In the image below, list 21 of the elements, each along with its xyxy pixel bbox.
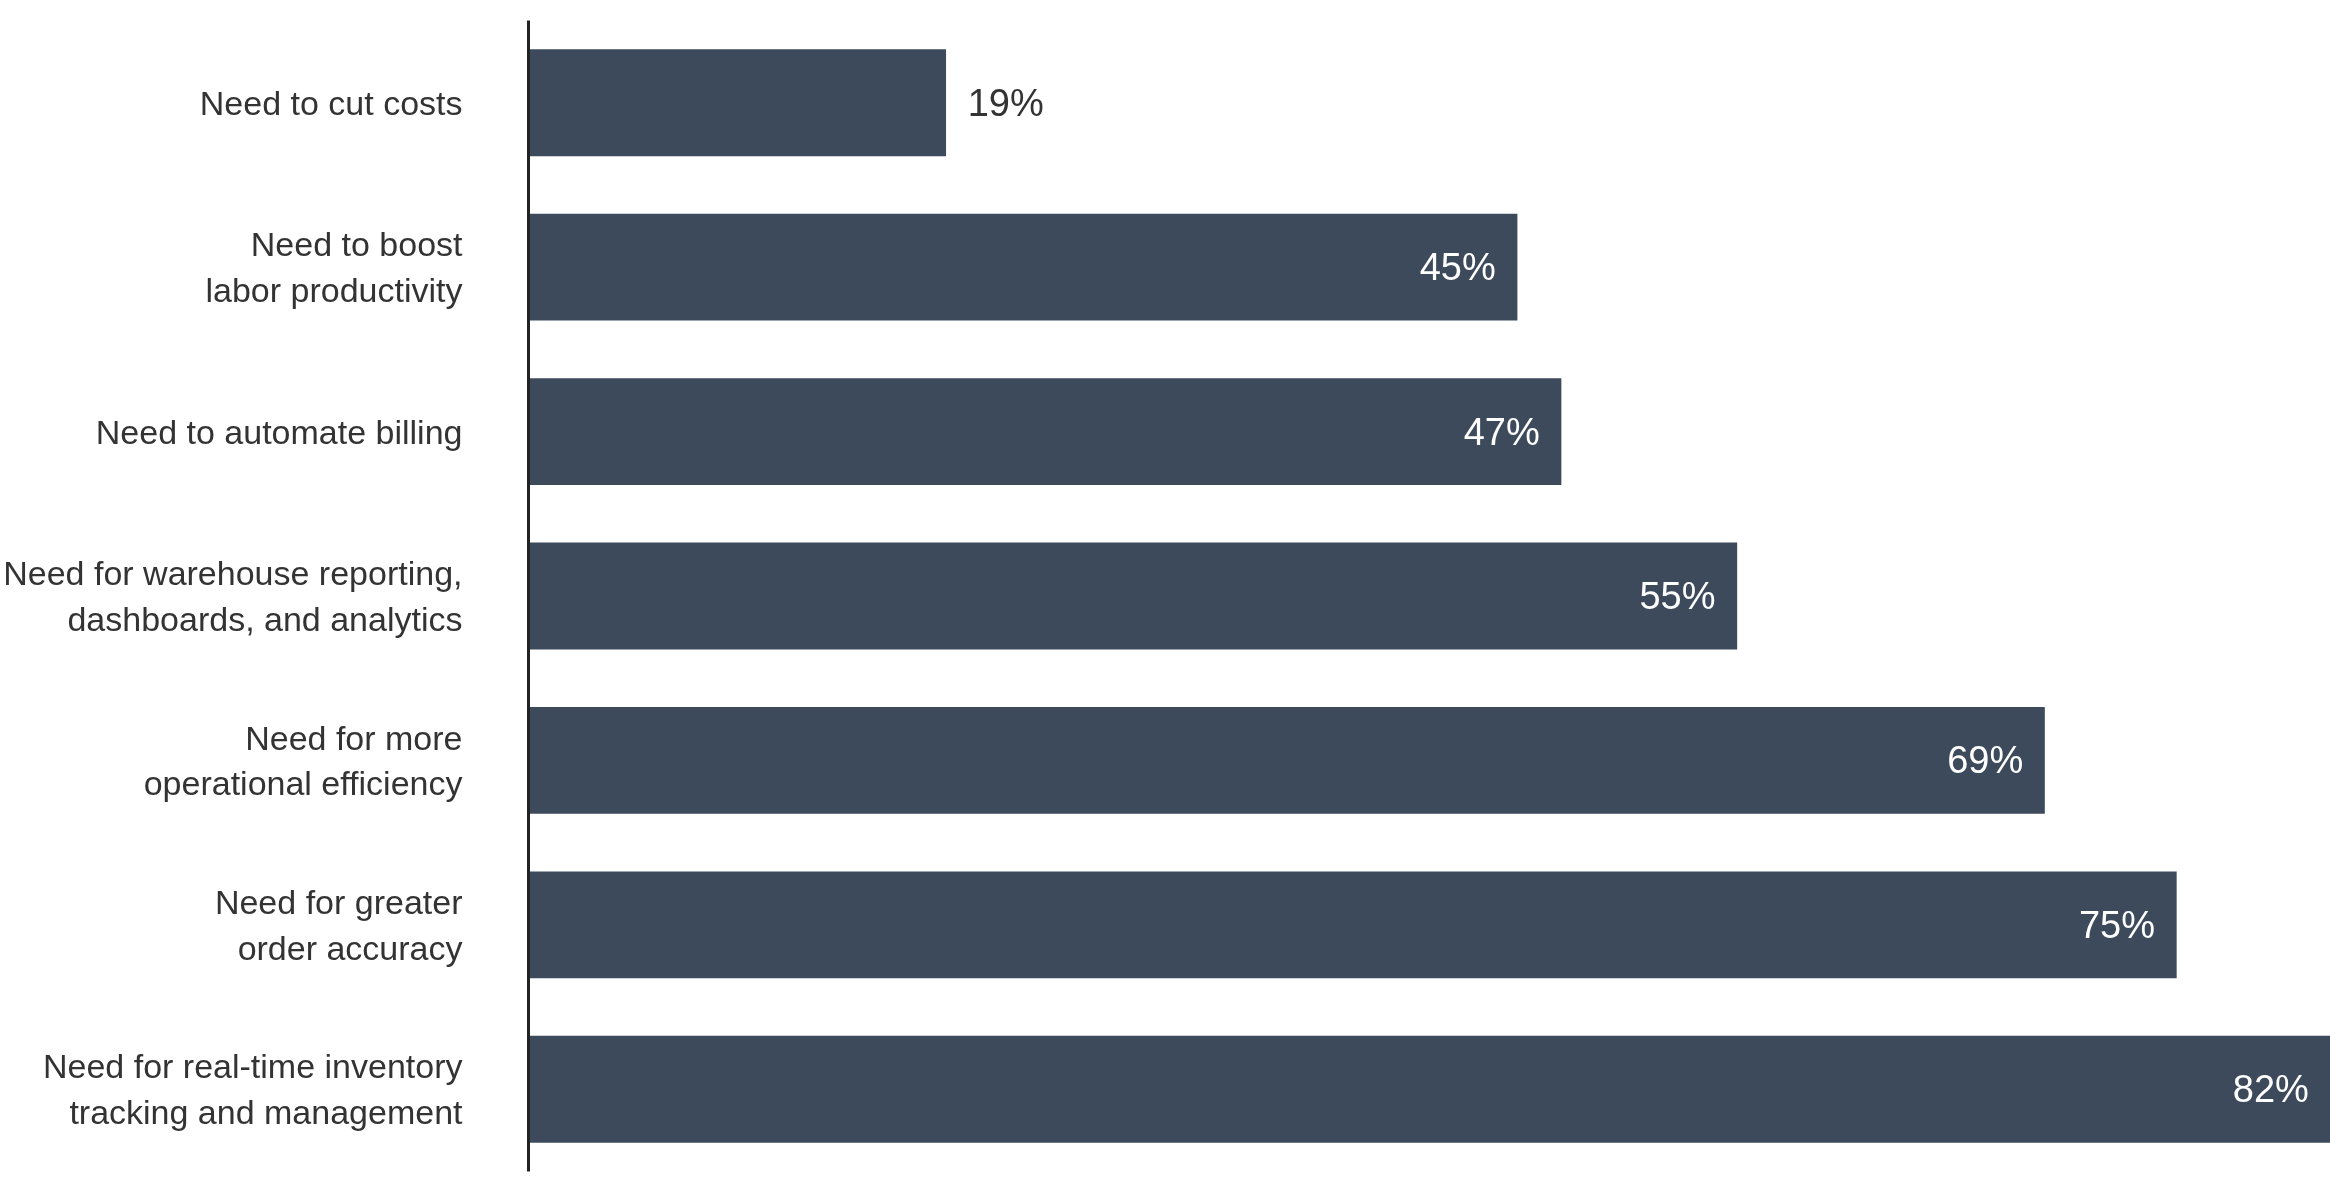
data-label: 75% xyxy=(2078,903,2156,946)
y-tick-label: Need for greater order accuracy xyxy=(214,883,463,967)
data-label: 45% xyxy=(1419,246,1496,289)
data-label: 19% xyxy=(967,81,1044,124)
bar xyxy=(528,378,1562,486)
data-label: 55% xyxy=(1639,575,1716,617)
y-tick-label: Need to automate billing xyxy=(95,412,463,451)
bar xyxy=(528,49,947,157)
y-tick-label: Need for more operational efficiency xyxy=(143,718,463,803)
data-label: 69% xyxy=(1947,739,2024,782)
y-tick-label: Need for real-time inventory tracking and management xyxy=(43,1047,464,1132)
y-tick-label: Need to cut costs xyxy=(199,83,463,122)
bar xyxy=(528,542,1738,650)
y-tick-label: Need for warehouse reporting, dashboards, and analytics xyxy=(3,554,463,638)
y-tick-label: Need to boost labor productivity xyxy=(205,225,464,309)
bar xyxy=(528,871,2177,979)
data-label: 47% xyxy=(1463,410,1540,453)
bar xyxy=(528,213,1518,321)
data-label: 82% xyxy=(2232,1068,2309,1111)
bar xyxy=(528,706,2045,814)
bar xyxy=(528,1035,2330,1143)
